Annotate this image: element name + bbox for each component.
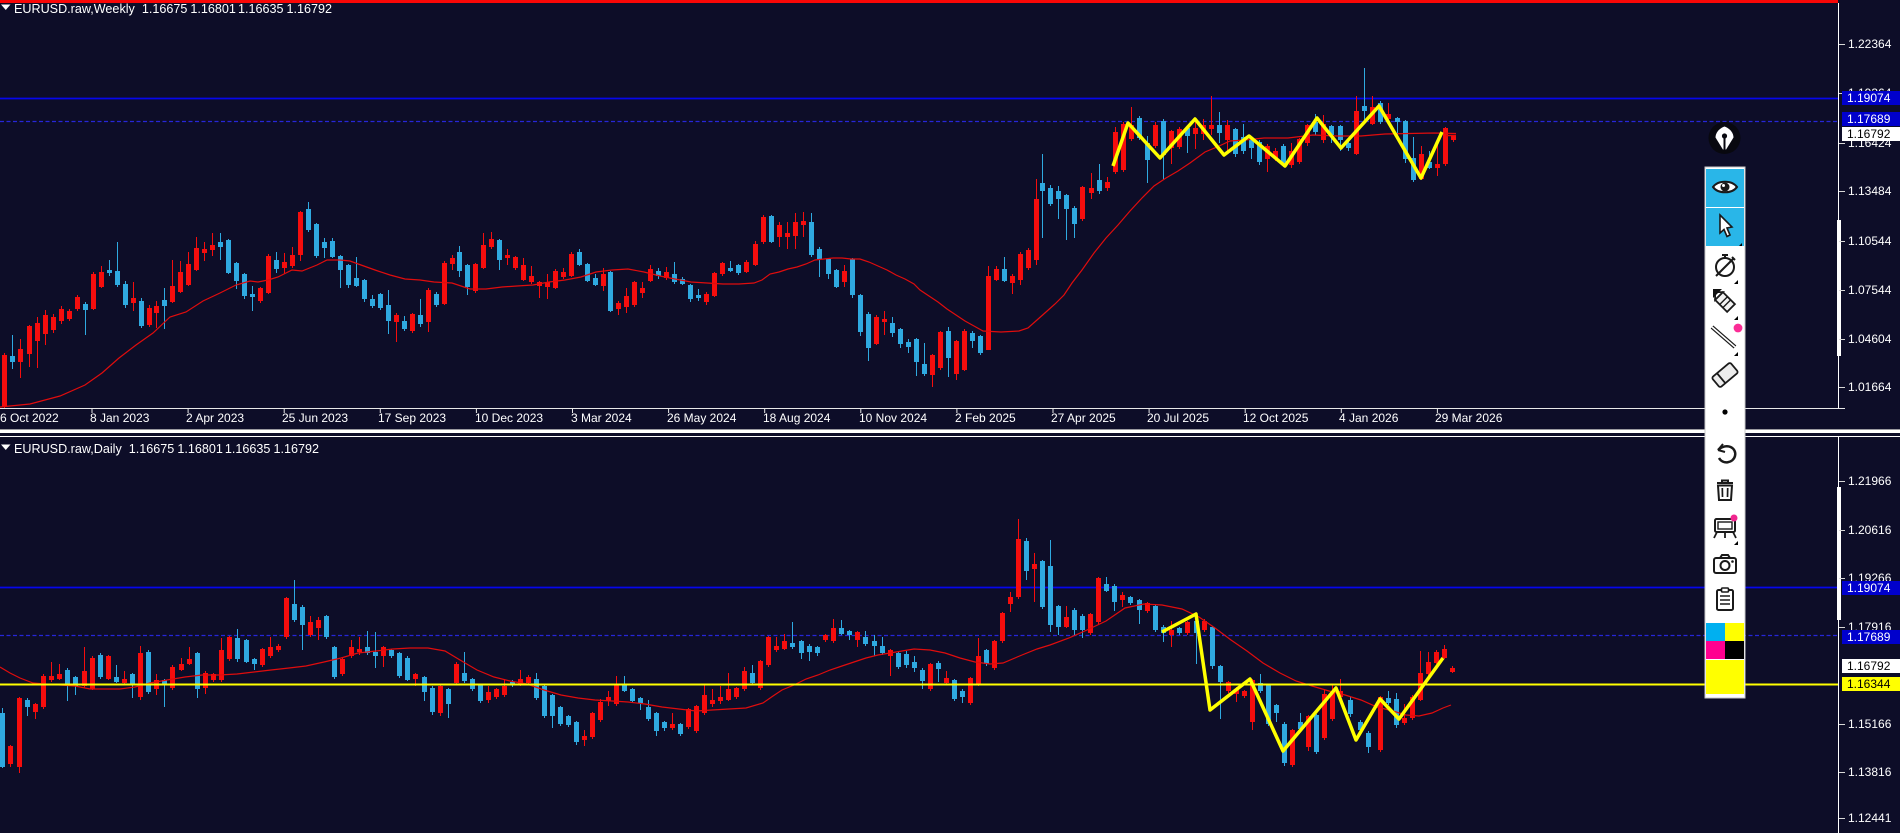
svg-text:1.22364: 1.22364 — [1848, 37, 1892, 51]
svg-text:26 May 2024: 26 May 2024 — [667, 411, 737, 425]
svg-text:4 Jan 2026: 4 Jan 2026 — [1339, 411, 1399, 425]
svg-text:1.21966: 1.21966 — [1848, 474, 1892, 488]
svg-text:27 Apr 2025: 27 Apr 2025 — [1051, 411, 1116, 425]
svg-text:1.16792: 1.16792 — [1847, 127, 1891, 141]
svg-text:6 Oct 2022: 6 Oct 2022 — [0, 411, 59, 425]
svg-text:1.07544: 1.07544 — [1848, 283, 1892, 297]
svg-text:2 Feb 2025: 2 Feb 2025 — [955, 411, 1016, 425]
svg-text:25 Jun 2023: 25 Jun 2023 — [282, 411, 348, 425]
svg-text:1.01664: 1.01664 — [1848, 380, 1892, 394]
svg-text:20 Jul 2025: 20 Jul 2025 — [1147, 411, 1209, 425]
svg-text:1.19074: 1.19074 — [1847, 581, 1891, 595]
svg-text:1.04604: 1.04604 — [1848, 332, 1892, 346]
svg-text:1.16344: 1.16344 — [1847, 677, 1891, 691]
svg-text:1.15166: 1.15166 — [1848, 717, 1892, 731]
svg-text:10 Dec 2023: 10 Dec 2023 — [475, 411, 543, 425]
svg-text:2 Apr 2023: 2 Apr 2023 — [186, 411, 244, 425]
svg-text:12 Oct 2025: 12 Oct 2025 — [1243, 411, 1309, 425]
svg-text:1.16792: 1.16792 — [1847, 659, 1891, 673]
svg-text:17 Sep 2023: 17 Sep 2023 — [378, 411, 446, 425]
svg-text:1.13484: 1.13484 — [1848, 184, 1892, 198]
svg-text:1.17689: 1.17689 — [1847, 112, 1891, 126]
svg-text:1.10544: 1.10544 — [1848, 234, 1892, 248]
svg-text:8 Jan 2023: 8 Jan 2023 — [90, 411, 150, 425]
svg-text:3 Mar 2024: 3 Mar 2024 — [571, 411, 632, 425]
svg-text:1.20616: 1.20616 — [1848, 523, 1892, 537]
svg-text:18 Aug 2024: 18 Aug 2024 — [763, 411, 831, 425]
svg-text:1.19074: 1.19074 — [1847, 91, 1891, 105]
svg-text:1.13816: 1.13816 — [1848, 765, 1892, 779]
svg-text:1.12441: 1.12441 — [1848, 811, 1892, 825]
svg-text:29 Mar 2026: 29 Mar 2026 — [1435, 411, 1503, 425]
svg-text:1.17689: 1.17689 — [1847, 630, 1891, 644]
svg-text:10 Nov 2024: 10 Nov 2024 — [859, 411, 927, 425]
